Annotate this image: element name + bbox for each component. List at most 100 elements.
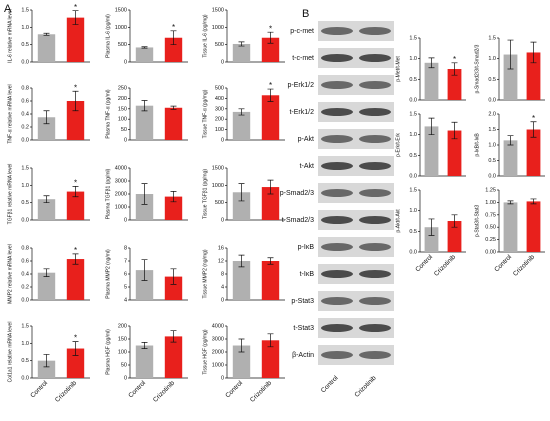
blot-band — [359, 189, 391, 197]
y-axis-label: p-Stat3/t-Stat3 — [474, 205, 480, 237]
y-axis-label: Plasma MMP2 (ng/ml) — [105, 249, 111, 299]
blot-band — [359, 108, 391, 116]
lane-label: Crizotinib — [354, 374, 378, 398]
y-tick-label: 0.75 — [485, 212, 496, 218]
blot-band — [321, 81, 353, 89]
y-tick-label: 500 — [215, 42, 224, 48]
y-tick-label: 0.8 — [21, 245, 29, 251]
y-axis-label: p-Erk/t-Erk — [395, 133, 401, 157]
band-label: p-c-met — [290, 28, 314, 35]
bar — [232, 192, 251, 220]
bar — [232, 261, 251, 300]
blot-band — [359, 324, 391, 332]
blot-strip — [318, 237, 394, 257]
bar — [232, 111, 251, 140]
blot-strip — [318, 102, 394, 122]
bar — [447, 130, 462, 176]
y-tick-label: 0 — [221, 375, 224, 381]
x-tick-label: Crizotinib — [54, 379, 78, 403]
y-tick-label: 0.0 — [21, 59, 29, 65]
y-tick-label: 1000 — [212, 362, 224, 368]
error-bar — [451, 62, 458, 76]
error-bar — [267, 333, 274, 348]
blot-strip — [318, 183, 394, 203]
y-tick-label: 2.0 — [488, 111, 496, 117]
y-tick-label: 100 — [118, 117, 127, 123]
y-tick-label: 1.5 — [488, 35, 496, 41]
significance: * — [172, 23, 175, 32]
y-axis-label: Plasma TGFβ1 (pg/ml) — [105, 168, 111, 219]
error-bar — [170, 330, 177, 343]
y-tick-label: 150 — [118, 106, 127, 112]
y-tick-label: 0.0 — [21, 137, 29, 143]
bar — [503, 202, 518, 252]
y-tick-label: 300 — [215, 106, 224, 112]
bar — [135, 270, 154, 300]
y-tick-label: 500 — [118, 42, 127, 48]
y-tick-label: 200 — [215, 117, 224, 123]
error-bar — [507, 135, 514, 146]
y-axis-label: Tissue HGF (pg/mg) — [202, 329, 208, 374]
x-tick-label: Control — [414, 253, 434, 273]
error-bar — [428, 218, 435, 236]
y-tick-label: 1.25 — [485, 187, 496, 193]
error-bar — [141, 342, 148, 349]
y-tick-label: 0.5 — [21, 358, 29, 364]
blot-strip — [318, 75, 394, 95]
band-label: t-Akt — [300, 163, 314, 170]
y-tick-label: 0.5 — [488, 77, 496, 83]
y-tick-label: 1.5 — [21, 323, 29, 329]
y-axis-label: p-Met/t-Met — [395, 56, 401, 82]
blot-band — [321, 243, 353, 251]
blot-band — [359, 54, 391, 62]
y-tick-label: 0.6 — [21, 258, 29, 264]
bar — [37, 360, 56, 378]
y-tick-label: 100 — [215, 127, 224, 133]
y-tick-label: 0 — [124, 137, 127, 143]
error-bar — [238, 183, 245, 202]
y-axis-label: Plasma HGF (pg/ml) — [105, 329, 111, 375]
y-tick-label: 0.0 — [21, 217, 29, 223]
bar — [526, 129, 541, 176]
blot-band — [359, 243, 391, 251]
band-label: p-Akt — [298, 136, 314, 143]
significance: * — [532, 114, 535, 123]
y-tick-label: 4000 — [115, 165, 127, 171]
y-tick-label: 0.5 — [409, 153, 417, 159]
y-tick-label: 1.5 — [488, 127, 496, 133]
error-bar — [267, 31, 274, 44]
y-axis-label: Plasma TNF-α (pg/ml) — [105, 89, 111, 139]
blot-band — [321, 189, 353, 197]
y-axis-label: TNF-α relative mRNA level — [7, 84, 13, 143]
blot-band — [359, 135, 391, 143]
band-label: p-Stat3 — [291, 298, 314, 305]
bar — [526, 201, 541, 252]
blot-band — [359, 162, 391, 170]
y-axis-label: Col1a1 relative mRNA level — [7, 322, 13, 383]
y-tick-label: 3000 — [212, 336, 224, 342]
error-bar — [530, 121, 537, 138]
y-tick-label: 400 — [215, 96, 224, 102]
y-tick-label: 1.0 — [488, 142, 496, 148]
y-tick-label: 4000 — [212, 323, 224, 329]
bar — [261, 261, 280, 300]
band-label: t-IκB — [300, 271, 315, 278]
blot-strip — [318, 291, 394, 311]
blot-strip — [318, 264, 394, 284]
blot-strip — [318, 318, 394, 338]
y-tick-label: 1.0 — [21, 183, 29, 189]
y-tick-label: 100 — [118, 349, 127, 355]
error-bar — [141, 46, 148, 49]
error-bar — [170, 30, 177, 46]
y-axis-label: Tissue IL-6 (pg/mg) — [202, 14, 208, 57]
bar — [37, 199, 56, 220]
y-tick-label: 1.0 — [409, 132, 417, 138]
y-tick-label: 0.50 — [485, 225, 496, 231]
bar — [135, 105, 154, 140]
y-tick-label: 5 — [124, 284, 127, 290]
x-tick-label: Crizotinib — [249, 379, 273, 403]
y-tick-label: 1500 — [212, 7, 224, 13]
y-axis-label: p-IκB/t-IκB — [474, 133, 480, 157]
bar — [447, 69, 462, 100]
